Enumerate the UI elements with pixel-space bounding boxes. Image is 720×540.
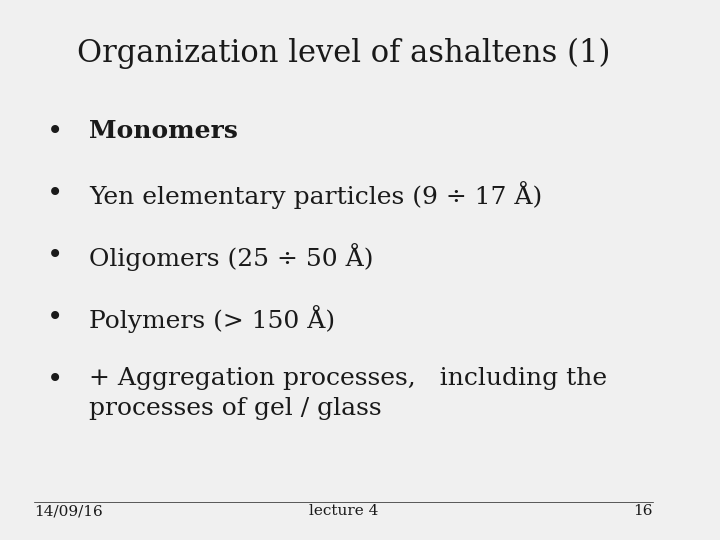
Text: •: • <box>47 305 63 332</box>
Text: 14/09/16: 14/09/16 <box>35 504 103 518</box>
Text: Organization level of ashaltens (1): Organization level of ashaltens (1) <box>77 38 611 69</box>
Text: •: • <box>47 367 63 394</box>
Text: lecture 4: lecture 4 <box>309 504 378 518</box>
Text: + Aggregation processes,   including the
processes of gel / glass: + Aggregation processes, including the p… <box>89 367 608 421</box>
Text: •: • <box>47 243 63 270</box>
Text: Polymers (> 150 Å): Polymers (> 150 Å) <box>89 305 336 333</box>
Text: Oligomers (25 ÷ 50 Å): Oligomers (25 ÷ 50 Å) <box>89 243 374 271</box>
Text: Yen elementary particles (9 ÷ 17 Å): Yen elementary particles (9 ÷ 17 Å) <box>89 181 543 209</box>
Text: Monomers: Monomers <box>89 119 238 143</box>
Text: 16: 16 <box>634 504 653 518</box>
Text: •: • <box>47 181 63 208</box>
Text: •: • <box>47 119 63 146</box>
